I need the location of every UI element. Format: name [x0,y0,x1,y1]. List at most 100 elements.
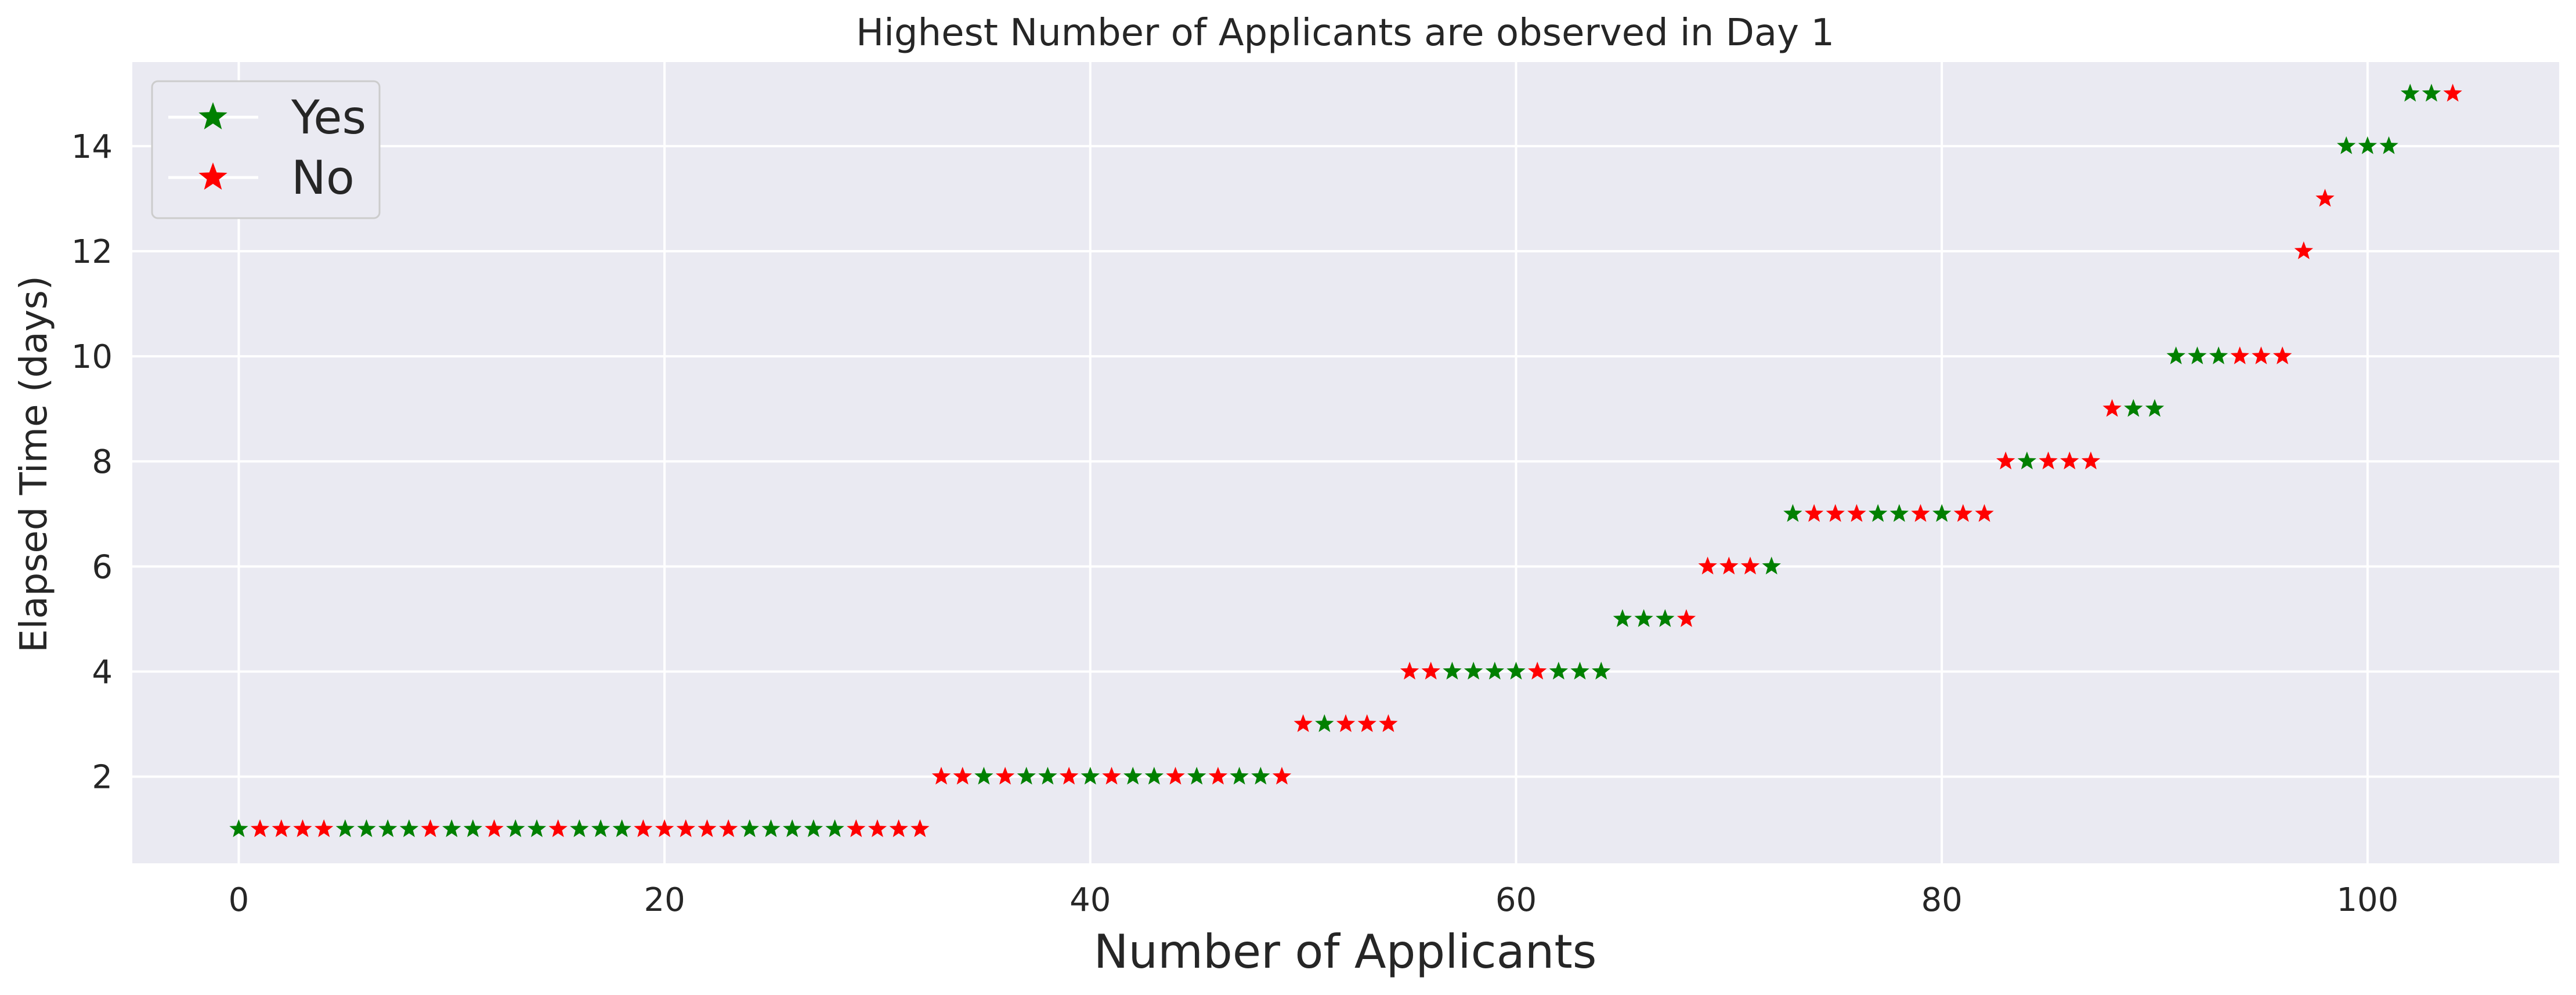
point-no [1719,556,1739,575]
point-no [847,819,866,837]
point-no [2294,241,2313,259]
point-yes [399,819,419,837]
point-yes [1634,609,1653,627]
point-yes [1549,661,1568,680]
point-yes [612,819,631,837]
point-no [421,819,440,837]
point-yes [2124,399,2143,417]
point-no [2230,346,2249,364]
point-yes [1315,714,1334,732]
point-yes [2166,346,2185,364]
x-tick-label: 40 [1070,881,1111,919]
x-tick-label: 60 [1495,881,1537,919]
chart-title: Highest Number of Applicants are observe… [856,12,1834,55]
point-no [1294,714,1313,732]
legend-marker-no [198,162,227,190]
point-no [1996,451,2015,469]
point-yes [1868,504,1888,522]
plot-background [132,62,2559,863]
point-no [634,819,653,837]
point-no [1272,766,1292,785]
point-no [2272,346,2292,364]
y-tick-label: 10 [71,338,113,376]
point-yes [591,819,610,837]
point-no [272,819,291,837]
point-yes [974,766,993,785]
point-no [2081,451,2101,469]
point-yes [1251,766,1270,785]
point-yes [1038,766,1057,785]
point-yes [825,819,844,837]
point-no [2102,399,2122,417]
legend: Yes No [151,80,381,219]
point-no [2060,451,2079,469]
point-no [1911,504,1930,522]
point-no [2315,189,2335,207]
point-no [995,766,1015,785]
point-no [2252,346,2271,364]
point-no [485,819,504,837]
data-points [229,84,2462,837]
point-yes [1485,661,1504,680]
point-yes [740,819,759,837]
point-yes [463,819,483,837]
point-yes [2401,84,2420,102]
point-yes [1230,766,1249,785]
point-no [1336,714,1356,732]
point-yes [783,819,802,837]
y-tick-label: 12 [71,233,113,271]
point-yes [1123,766,1143,785]
point-yes [2209,346,2228,364]
point-no [889,819,908,837]
point-yes [2337,136,2356,154]
point-no [1379,714,1398,732]
point-no [1357,714,1376,732]
legend-star-yes [198,102,227,129]
point-yes [1656,609,1675,627]
legend-label-yes: Yes [291,91,366,144]
point-no [1804,504,1824,522]
x-axis-label: Number of Applicants [1094,925,1597,979]
point-no [2039,451,2058,469]
point-yes [442,819,461,837]
point-no [1698,556,1717,575]
point-yes [1144,766,1164,785]
y-tick-label: 14 [71,128,113,166]
point-no [1953,504,1972,522]
point-yes [2145,399,2165,417]
point-no [911,819,930,837]
point-no [1847,504,1866,522]
point-yes [1443,661,1462,680]
plot-area [132,62,2559,863]
point-yes [229,819,248,837]
point-no [293,819,312,837]
y-tick-label: 4 [92,653,113,691]
x-tick-label: 0 [229,881,250,919]
point-no [1528,661,1547,680]
point-no [250,819,270,837]
point-no [1102,766,1121,785]
point-no [868,819,887,837]
point-yes [804,819,823,837]
point-yes [1506,661,1526,680]
legend-marker-yes [198,102,227,129]
point-yes [570,819,589,837]
point-yes [1889,504,1909,522]
point-no [676,819,695,837]
point-no [1421,661,1440,680]
point-no [1059,766,1079,785]
point-yes [2188,346,2207,364]
point-no [953,766,972,785]
point-yes [527,819,547,837]
point-no [1975,504,1994,522]
point-no [1677,609,1696,627]
point-yes [1783,504,1802,522]
point-no [655,819,674,837]
point-yes [1017,766,1036,785]
point-no [1208,766,1228,785]
point-yes [1932,504,1952,522]
y-axis-label: Elapsed Time (days) [13,276,56,653]
point-yes [357,819,376,837]
point-yes [2422,84,2441,102]
